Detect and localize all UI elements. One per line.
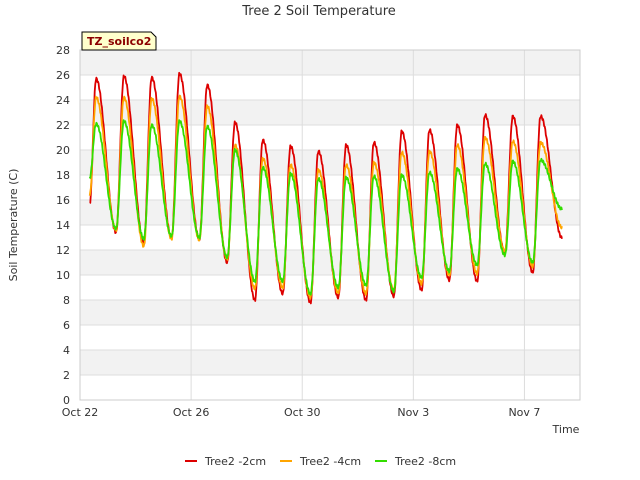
y-tick-label: 18 — [56, 169, 70, 182]
y-tick-label: 16 — [56, 194, 70, 207]
y-tick-label: 4 — [63, 344, 70, 357]
x-tick-label: Nov 3 — [397, 406, 429, 419]
x-axis-title: Time — [552, 423, 580, 436]
x-tick-labels: Oct 22 Oct 26 Oct 30 Nov 3 Nov 7 — [62, 406, 541, 419]
plot-band — [80, 300, 580, 325]
y-tick-label: 26 — [56, 69, 70, 82]
y-tick-label: 12 — [56, 244, 70, 257]
y-tick-label: 22 — [56, 119, 70, 132]
legend-label-1: Tree2 -2cm — [204, 455, 266, 468]
y-tick-label: 24 — [56, 94, 70, 107]
x-tick-label: Oct 22 — [62, 406, 99, 419]
x-tick-label: Oct 30 — [284, 406, 321, 419]
y-tick-label: 8 — [63, 294, 70, 307]
series-line-3 — [88, 119, 563, 296]
y-tick-label: 14 — [56, 219, 70, 232]
y-tick-label: 2 — [63, 369, 70, 382]
plot-band — [80, 200, 580, 225]
legend: Tree2 -2cm Tree2 -4cm Tree2 -8cm — [185, 455, 456, 468]
plot-border — [79, 49, 581, 401]
y-tick-label: 10 — [56, 269, 70, 282]
x-tick-label: Nov 7 — [508, 406, 540, 419]
site-label-background — [81, 31, 157, 51]
plot-band — [80, 350, 580, 375]
plot-band — [80, 150, 580, 175]
legend-label-2: Tree2 -4cm — [299, 455, 361, 468]
chart-title: Tree 2 Soil Temperature — [241, 4, 396, 19]
plot-band — [80, 50, 580, 75]
y-axis-title: Soil Temperature (C) — [7, 169, 20, 282]
site-label-box: TZ_soilco2 — [81, 31, 157, 51]
legend-label-3: Tree2 -8cm — [394, 455, 456, 468]
y-tick-label: 0 — [63, 394, 70, 407]
y-tick-label: 28 — [56, 44, 70, 57]
plot-band — [80, 100, 580, 125]
axes — [79, 49, 581, 401]
series-lines — [88, 71, 563, 305]
y-tick-label: 20 — [56, 144, 70, 157]
y-tick-label: 6 — [63, 319, 70, 332]
site-label: TZ_soilco2 — [87, 35, 151, 48]
x-tick-label: Oct 26 — [173, 406, 210, 419]
